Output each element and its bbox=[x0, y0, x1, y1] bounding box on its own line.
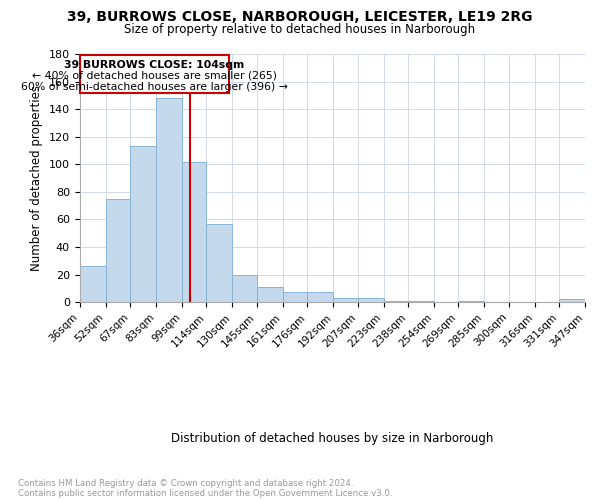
Bar bbox=[458, 300, 484, 302]
Text: 39 BURROWS CLOSE: 104sqm: 39 BURROWS CLOSE: 104sqm bbox=[64, 60, 245, 70]
Bar bbox=[206, 224, 232, 302]
Bar bbox=[106, 198, 130, 302]
Text: Size of property relative to detached houses in Narborough: Size of property relative to detached ho… bbox=[124, 22, 476, 36]
Bar bbox=[182, 162, 206, 302]
Y-axis label: Number of detached properties: Number of detached properties bbox=[30, 85, 43, 271]
Text: Contains public sector information licensed under the Open Government Licence v3: Contains public sector information licen… bbox=[18, 488, 392, 498]
Text: 39, BURROWS CLOSE, NARBOROUGH, LEICESTER, LE19 2RG: 39, BURROWS CLOSE, NARBOROUGH, LEICESTER… bbox=[67, 10, 533, 24]
X-axis label: Distribution of detached houses by size in Narborough: Distribution of detached houses by size … bbox=[171, 432, 494, 445]
Bar bbox=[408, 300, 434, 302]
Bar bbox=[383, 300, 408, 302]
Bar bbox=[333, 298, 358, 302]
Bar bbox=[307, 292, 333, 302]
Bar bbox=[80, 56, 229, 92]
Text: Contains HM Land Registry data © Crown copyright and database right 2024.: Contains HM Land Registry data © Crown c… bbox=[18, 478, 353, 488]
Bar bbox=[283, 292, 307, 302]
Bar bbox=[80, 266, 106, 302]
Bar bbox=[232, 274, 257, 302]
Text: 60% of semi-detached houses are larger (396) →: 60% of semi-detached houses are larger (… bbox=[21, 82, 288, 92]
Bar bbox=[559, 300, 585, 302]
Bar bbox=[257, 287, 283, 302]
Bar bbox=[156, 98, 182, 302]
Bar bbox=[130, 146, 156, 302]
Text: ← 40% of detached houses are smaller (265): ← 40% of detached houses are smaller (26… bbox=[32, 70, 277, 81]
Bar bbox=[358, 298, 383, 302]
